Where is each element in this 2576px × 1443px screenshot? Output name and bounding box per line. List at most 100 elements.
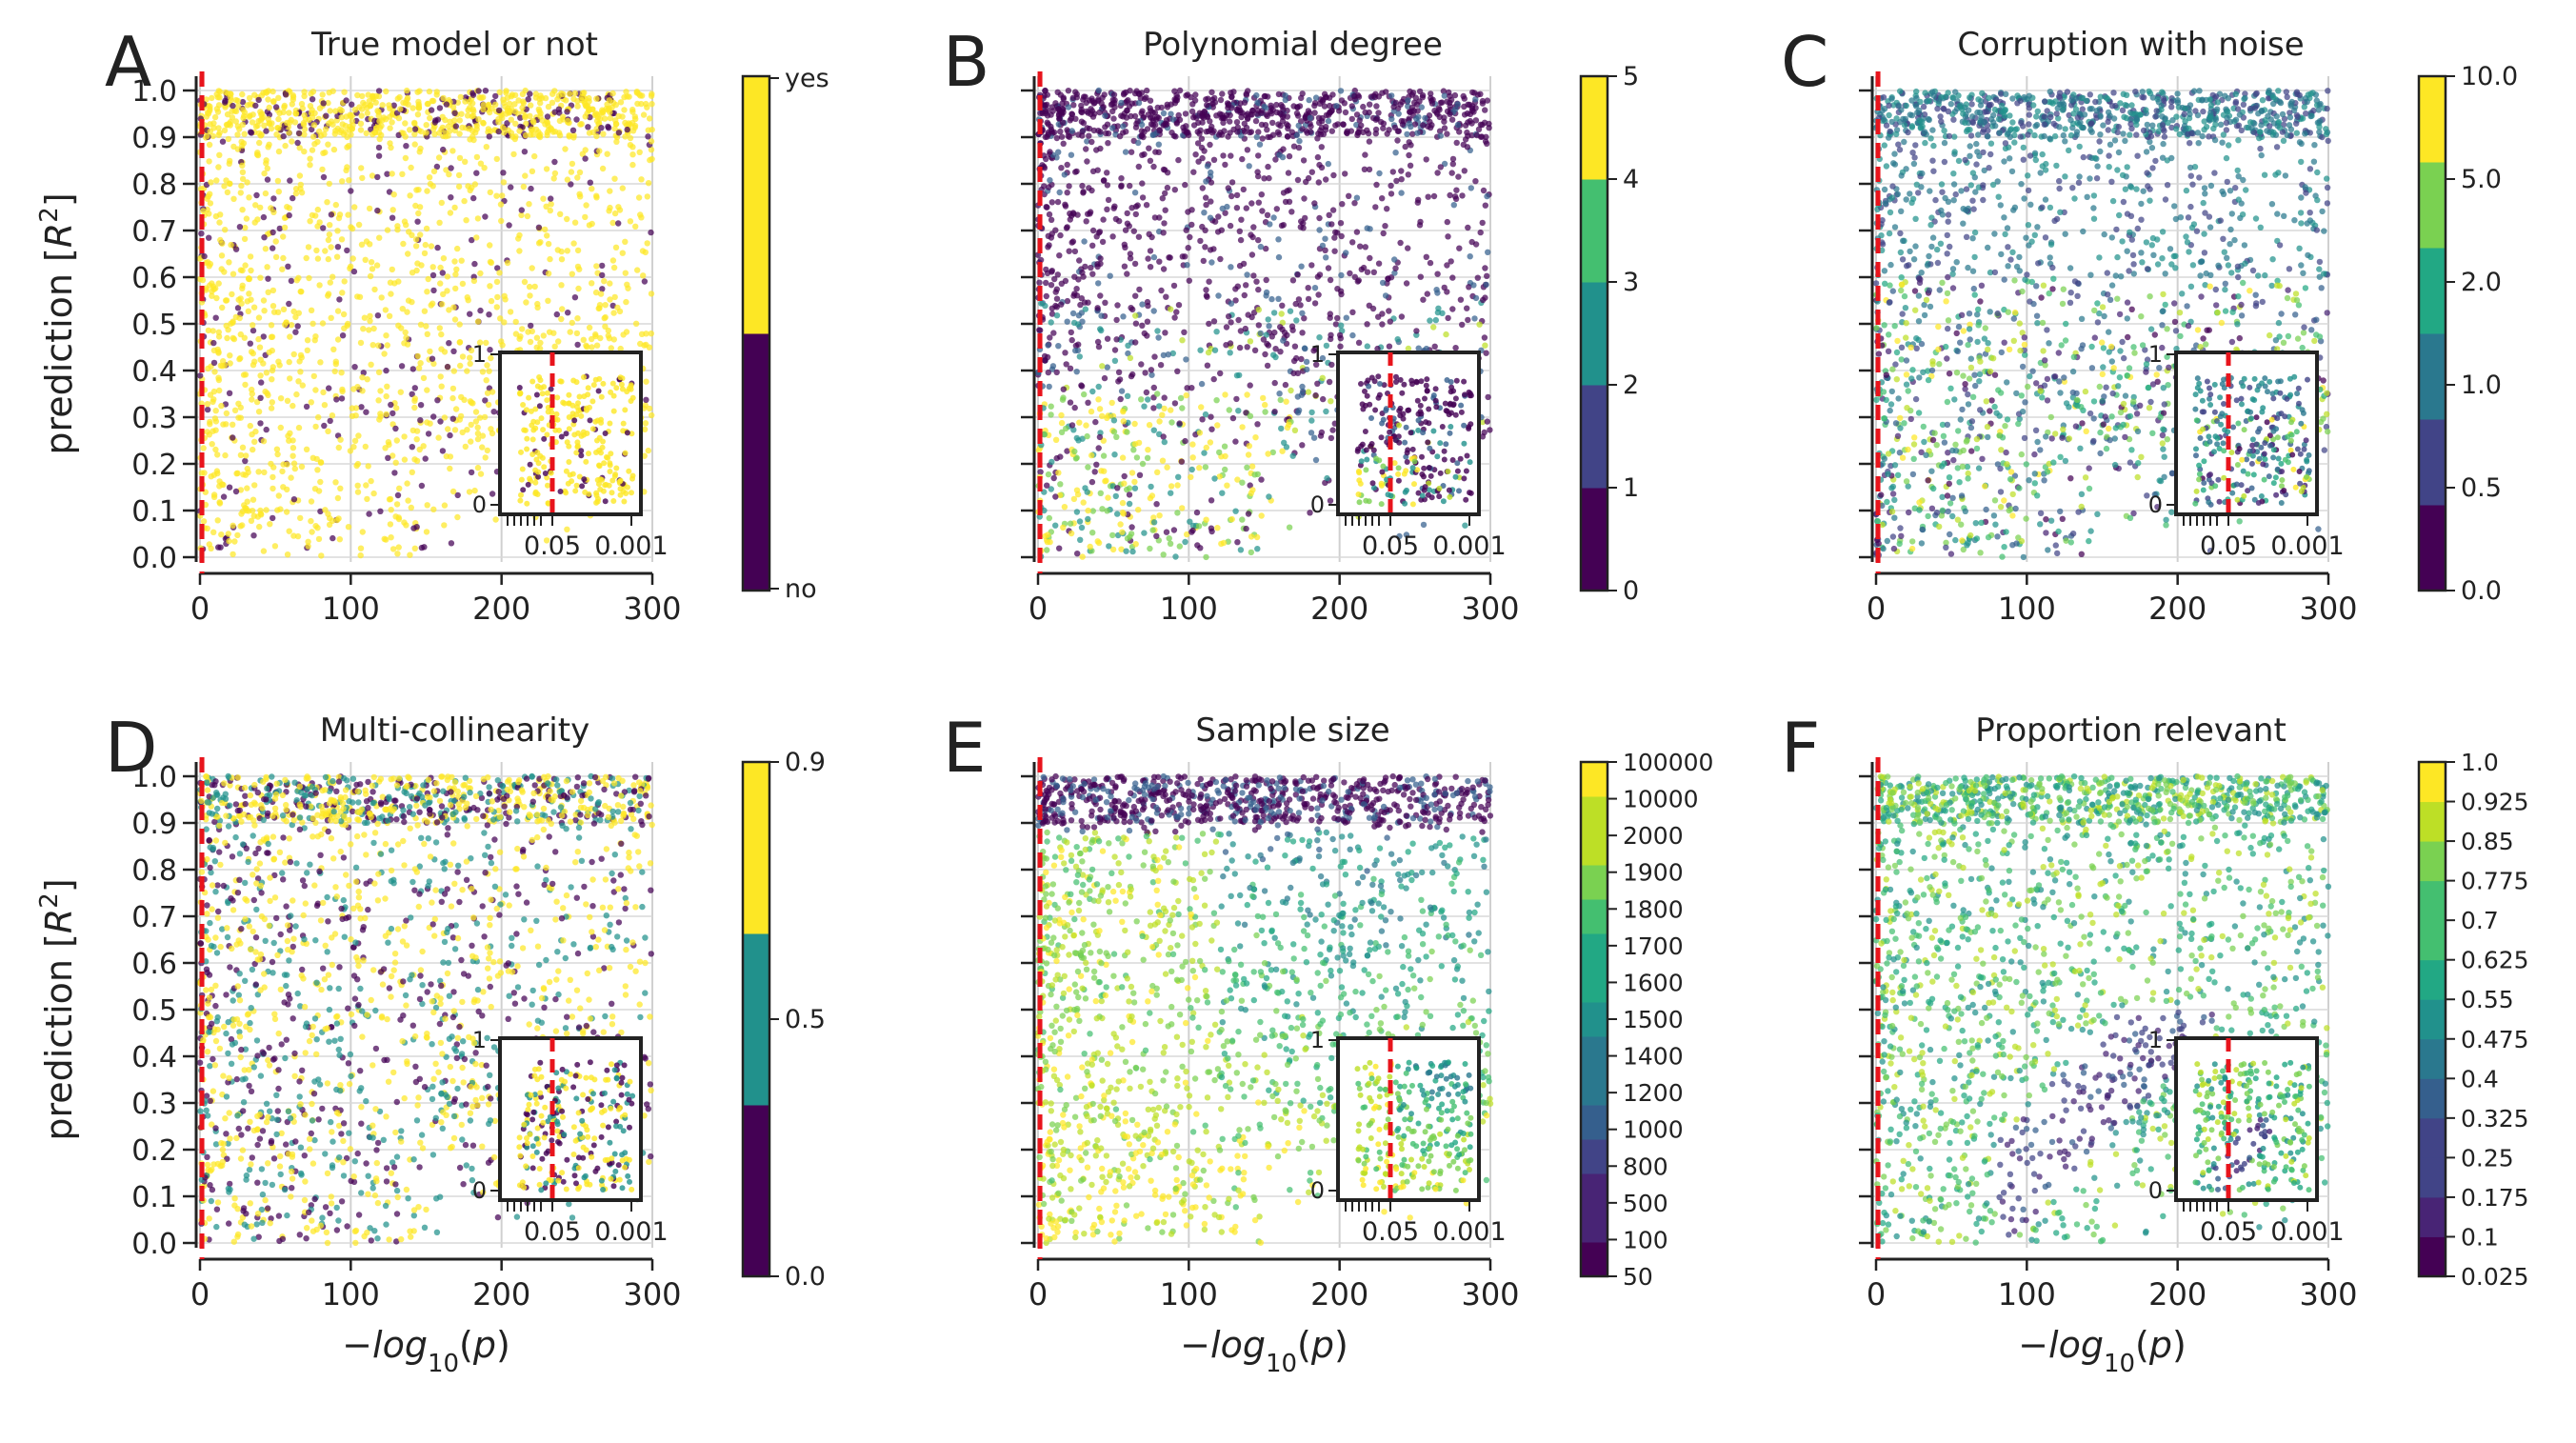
data-point	[1282, 198, 1289, 206]
data-point	[317, 132, 325, 139]
inset-point	[1428, 494, 1435, 501]
data-point	[361, 314, 369, 321]
inset-point	[554, 416, 561, 423]
data-point	[298, 463, 306, 471]
data-point	[1265, 316, 1271, 323]
data-point	[237, 267, 245, 273]
inset-point	[1414, 397, 1421, 404]
data-point	[338, 114, 345, 121]
data-point	[1147, 157, 1154, 164]
data-point	[551, 343, 558, 350]
data-point	[1266, 493, 1272, 500]
data-point	[281, 104, 288, 110]
data-point	[1475, 126, 1483, 132]
inset-point	[534, 450, 541, 456]
data-point	[1139, 151, 1146, 158]
data-point	[464, 294, 470, 301]
data-point	[239, 90, 246, 98]
data-point	[1128, 149, 1135, 155]
data-point	[255, 335, 262, 343]
data-point	[240, 471, 247, 478]
data-point	[1329, 91, 1336, 98]
data-point	[1439, 310, 1446, 316]
data-point	[537, 99, 544, 107]
data-point	[1072, 347, 1079, 354]
data-point	[1220, 152, 1227, 159]
data-point	[1388, 115, 1395, 123]
data-point	[1196, 130, 1203, 137]
data-point	[582, 147, 589, 153]
data-point	[1266, 323, 1272, 330]
x-tick-label: 100	[1160, 591, 1218, 627]
data-point	[417, 360, 424, 367]
data-point	[632, 320, 640, 327]
inset-point	[1432, 386, 1439, 392]
data-point	[1455, 173, 1462, 180]
data-point	[1284, 132, 1291, 140]
data-point	[1203, 201, 1209, 209]
data-point	[645, 447, 651, 454]
data-point	[1333, 103, 1340, 110]
data-point	[1190, 169, 1197, 175]
data-point	[1461, 103, 1468, 110]
data-point	[210, 529, 217, 535]
data-point	[1109, 233, 1116, 240]
data-point	[1453, 139, 1460, 147]
data-point	[1048, 282, 1055, 289]
data-point	[223, 297, 230, 304]
x-tick-label: 100	[322, 591, 380, 627]
data-point	[1145, 302, 1151, 310]
data-point	[1164, 464, 1170, 471]
inset-point	[1379, 469, 1386, 475]
data-point	[1044, 204, 1050, 210]
data-point	[1043, 279, 1049, 287]
data-point	[1255, 286, 1262, 293]
inset-point	[520, 402, 527, 408]
data-point	[1160, 551, 1167, 558]
inset-point	[572, 488, 579, 494]
data-point	[348, 188, 354, 194]
data-point	[1150, 253, 1158, 261]
data-point	[315, 535, 323, 543]
data-point	[1420, 296, 1427, 303]
data-point	[337, 485, 344, 491]
data-point	[586, 222, 593, 229]
data-point	[1270, 310, 1278, 316]
data-point	[517, 114, 524, 121]
data-point	[611, 175, 618, 182]
data-point	[1120, 409, 1127, 415]
data-point	[470, 136, 477, 144]
data-point	[256, 344, 264, 351]
data-point	[1076, 518, 1084, 525]
data-point	[1151, 353, 1158, 360]
panel-letter: B	[943, 22, 989, 102]
data-point	[264, 264, 270, 271]
data-point	[433, 91, 440, 98]
data-point	[439, 301, 446, 308]
data-point	[1445, 233, 1451, 240]
data-point	[1300, 157, 1308, 164]
data-point	[1299, 383, 1306, 391]
inset-point	[529, 436, 536, 443]
data-point	[1264, 362, 1271, 370]
data-point	[359, 529, 366, 535]
data-point	[290, 308, 297, 315]
data-point	[384, 383, 390, 390]
data-point	[286, 205, 293, 211]
data-point	[506, 100, 513, 108]
data-point	[268, 460, 274, 468]
data-point	[1175, 473, 1182, 480]
inset-point	[1363, 447, 1369, 453]
data-point	[1193, 509, 1201, 516]
data-point	[411, 141, 418, 148]
data-point	[1270, 214, 1277, 221]
data-point	[1232, 286, 1239, 292]
data-point	[404, 309, 410, 315]
data-point	[643, 331, 649, 337]
data-point	[1265, 451, 1271, 457]
data-point	[371, 286, 378, 293]
data-point	[280, 233, 287, 240]
data-point	[589, 280, 595, 287]
data-point	[1341, 100, 1348, 107]
data-point	[494, 293, 501, 301]
